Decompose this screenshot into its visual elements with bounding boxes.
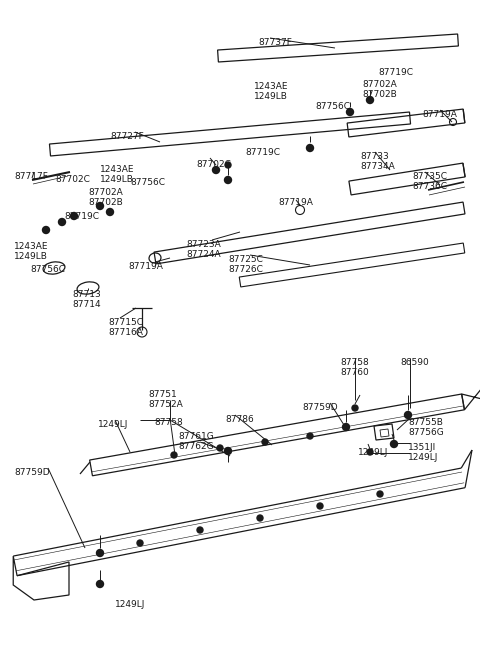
Text: 87759D: 87759D [302,403,337,412]
Text: 87733: 87733 [360,152,389,161]
Text: 87755B: 87755B [408,418,443,427]
Circle shape [367,96,373,103]
Circle shape [257,515,263,521]
Text: 1351JI: 1351JI [408,443,436,452]
Circle shape [137,540,143,546]
Text: 87702A: 87702A [362,80,397,89]
Text: 87719A: 87719A [278,198,313,207]
Text: 87717F: 87717F [14,172,48,181]
Text: 87737F: 87737F [258,38,292,47]
Text: 87702A: 87702A [88,188,123,197]
Text: 87719C: 87719C [378,68,413,77]
Text: 87727F: 87727F [110,132,144,141]
Text: 87756C: 87756C [130,178,165,187]
Text: 87758: 87758 [154,418,183,427]
Circle shape [71,212,77,219]
Text: 87760: 87760 [340,368,369,377]
Text: 87715C: 87715C [108,318,143,327]
Text: 87719C: 87719C [245,148,280,157]
Circle shape [96,202,104,210]
Text: 87724A: 87724A [186,250,221,259]
Text: 87719A: 87719A [422,110,457,119]
Circle shape [96,580,104,588]
Text: 87735C: 87735C [412,172,447,181]
Circle shape [225,162,231,168]
Circle shape [317,503,323,509]
Text: 1249LB: 1249LB [254,92,288,101]
Text: 87756C: 87756C [315,102,350,111]
Circle shape [197,527,203,533]
Circle shape [107,208,113,215]
Circle shape [405,411,411,419]
Circle shape [59,219,65,225]
Text: 87702B: 87702B [88,198,123,207]
Text: 1249LJ: 1249LJ [358,448,388,457]
Text: 87756C: 87756C [30,265,65,274]
Text: 1243AE: 1243AE [254,82,288,91]
Circle shape [367,449,373,455]
Text: 87751: 87751 [148,390,177,399]
Text: 87725C: 87725C [228,255,263,264]
Circle shape [307,433,313,439]
Text: 87761G: 87761G [178,432,214,441]
Text: 87716A: 87716A [108,328,143,337]
Text: 1249LB: 1249LB [100,175,134,184]
Circle shape [225,176,231,183]
Text: 1249LJ: 1249LJ [408,453,438,462]
Circle shape [307,145,313,151]
Text: 87786: 87786 [225,415,254,424]
Circle shape [225,447,231,455]
Text: 1249LJ: 1249LJ [98,420,128,429]
Text: 87719C: 87719C [64,212,99,221]
Text: 87752A: 87752A [148,400,183,409]
Text: 87758: 87758 [340,358,369,367]
Text: 87723A: 87723A [186,240,221,249]
Text: 87702C: 87702C [55,175,90,184]
Circle shape [391,441,397,447]
Circle shape [343,424,349,430]
Text: 87714: 87714 [72,300,101,309]
Text: 87702C: 87702C [196,160,231,169]
Text: 86590: 86590 [400,358,429,367]
Text: 87726C: 87726C [228,265,263,274]
Text: 87756G: 87756G [408,428,444,437]
Text: 1249LJ: 1249LJ [115,600,145,609]
Circle shape [352,405,358,411]
Text: 87702B: 87702B [362,90,397,99]
Text: 87736C: 87736C [412,182,447,191]
Text: 87734A: 87734A [360,162,395,171]
Circle shape [43,227,49,233]
Circle shape [213,166,219,174]
Circle shape [262,439,268,445]
Text: 1249LB: 1249LB [14,252,48,261]
Text: 87759D: 87759D [14,468,49,477]
Circle shape [347,109,353,115]
Text: 87713: 87713 [72,290,101,299]
Circle shape [377,491,383,497]
Text: 87719A: 87719A [128,262,163,271]
Text: 87762G: 87762G [178,442,214,451]
Text: 1243AE: 1243AE [14,242,48,251]
Circle shape [96,550,104,557]
Text: 1243AE: 1243AE [100,165,134,174]
Circle shape [171,452,177,458]
Circle shape [217,445,223,451]
